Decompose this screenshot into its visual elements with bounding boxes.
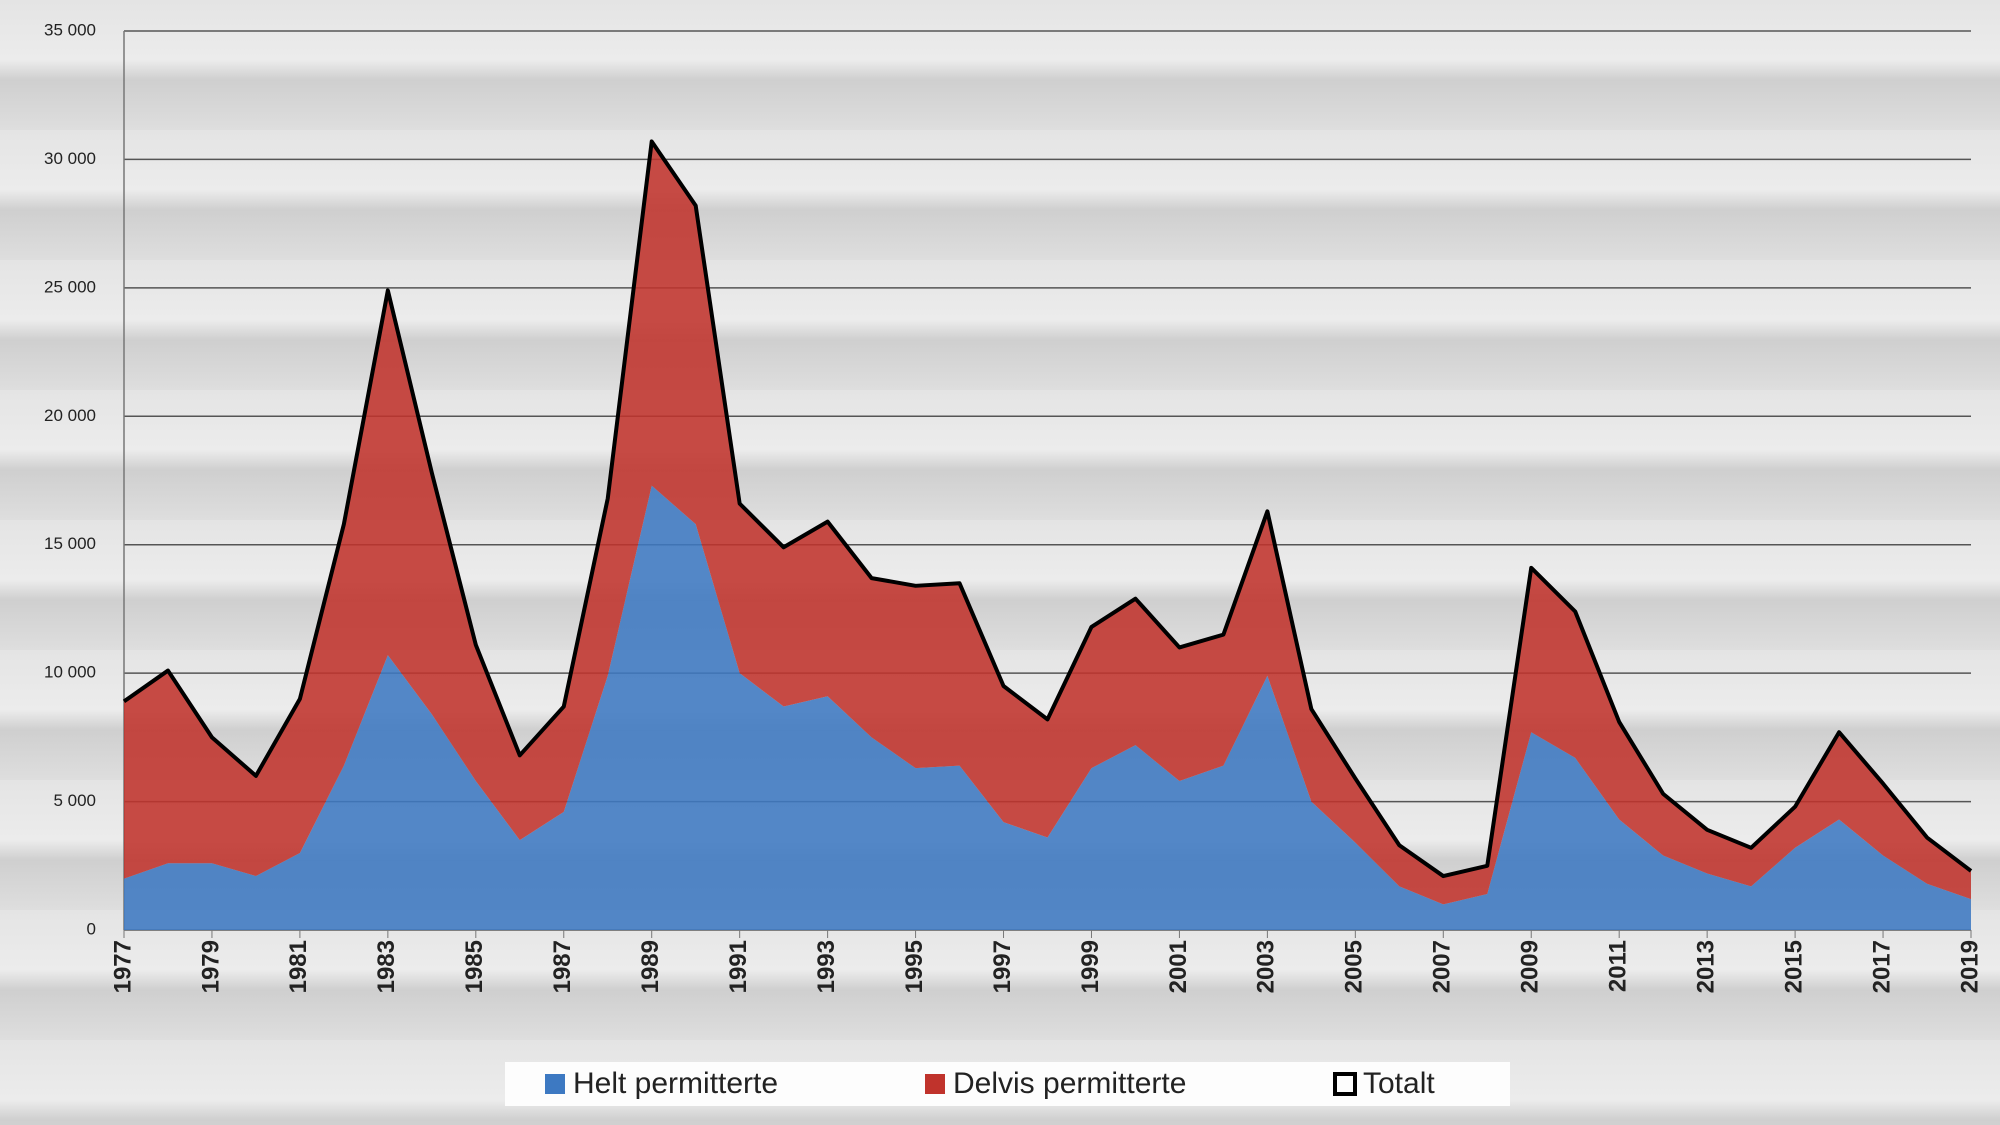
x-tick-label: 1981 (285, 940, 312, 993)
y-tick-label: 10 000 (44, 663, 96, 682)
x-tick-label: 1979 (197, 940, 224, 993)
x-tick-label: 2001 (1165, 940, 1192, 993)
legend-swatch (545, 1074, 565, 1094)
x-tick-label: 1995 (901, 940, 928, 993)
y-tick-label: 15 000 (44, 534, 96, 553)
y-tick-label: 30 000 (44, 149, 96, 168)
legend-label: Helt permitterte (573, 1067, 778, 1100)
total-line (122, 139, 1973, 879)
y-tick-label: 25 000 (44, 277, 96, 296)
legend-swatch (925, 1074, 945, 1094)
y-tick-label: 35 000 (44, 20, 96, 39)
legend-box (505, 1062, 1510, 1106)
y-tick-label: 20 000 (44, 406, 96, 425)
x-tick-label: 2019 (1956, 940, 1983, 993)
x-tick-label: 1983 (373, 940, 400, 993)
x-tick-label: 2017 (1868, 940, 1895, 993)
x-tick-label: 1999 (1077, 940, 1104, 993)
y-tick-label: 5 000 (53, 791, 96, 810)
legend-swatch (1333, 1072, 1357, 1096)
x-tick-label: 2015 (1780, 940, 1807, 993)
x-tick-label: 2013 (1692, 940, 1719, 993)
y-tick-label: 0 (87, 919, 96, 938)
legend-label: Totalt (1363, 1067, 1435, 1100)
area (124, 141, 1971, 905)
x-tick-label: 1987 (549, 940, 576, 993)
x-tick-label: 2003 (1253, 940, 1280, 993)
x-tick-label: 1993 (813, 940, 840, 993)
x-tick-label: 2007 (1429, 940, 1456, 993)
x-tick-label: 1991 (725, 940, 752, 993)
x-tick-label: 2005 (1341, 940, 1368, 993)
x-tick-label: 1977 (109, 940, 136, 993)
area (124, 485, 1971, 930)
x-tick-label: 1985 (461, 940, 488, 993)
x-tick-label: 1989 (637, 940, 664, 993)
x-tick-label: 2009 (1517, 940, 1544, 993)
x-tick-label: 2011 (1605, 940, 1632, 992)
x-tick-label: 1997 (989, 940, 1016, 993)
legend-label: Delvis permitterte (953, 1067, 1186, 1100)
